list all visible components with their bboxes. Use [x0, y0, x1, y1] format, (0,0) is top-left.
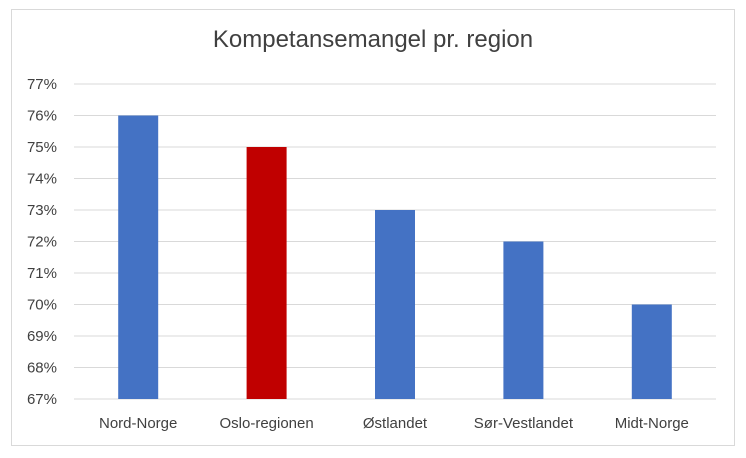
y-tick-label: 73%	[27, 202, 57, 219]
chart-title: Kompetansemangel pr. region	[212, 26, 534, 53]
y-tick-label: 70%	[27, 297, 57, 314]
y-tick-label: 77%	[27, 76, 57, 93]
bars	[118, 115, 672, 399]
x-tick-label: Oslo-regionen	[219, 415, 313, 432]
bar-østlandet	[375, 210, 415, 399]
y-tick-label: 69%	[27, 328, 57, 345]
y-tick-label: 76%	[27, 108, 57, 125]
y-axis-ticks: 67% 68% 69% 70% 71% 72% 73% 74% 75% 76% 77%	[27, 76, 57, 408]
x-axis-ticks: Nord-Norge Oslo-regionen Østlandet Sør-Vest…	[99, 415, 689, 432]
y-tick-label: 72%	[27, 234, 57, 251]
bar-nord-norge	[118, 115, 159, 399]
y-tick-label: 71%	[27, 265, 57, 282]
y-tick-label: 68%	[27, 360, 57, 377]
x-tick-label: Østlandet	[363, 415, 428, 432]
x-tick-label: Nord-Norge	[99, 415, 177, 432]
bar-sør-vestlandet	[503, 241, 544, 399]
x-tick-label: Sør-Vestlandet	[474, 415, 574, 432]
bar-oslo-regionen	[246, 147, 287, 399]
y-tick-label: 74%	[27, 171, 57, 188]
y-tick-label: 75%	[27, 139, 57, 156]
y-tick-label: 67%	[27, 391, 57, 408]
bar-midt-norge	[631, 304, 672, 399]
x-tick-label: Midt-Norge	[615, 415, 689, 432]
